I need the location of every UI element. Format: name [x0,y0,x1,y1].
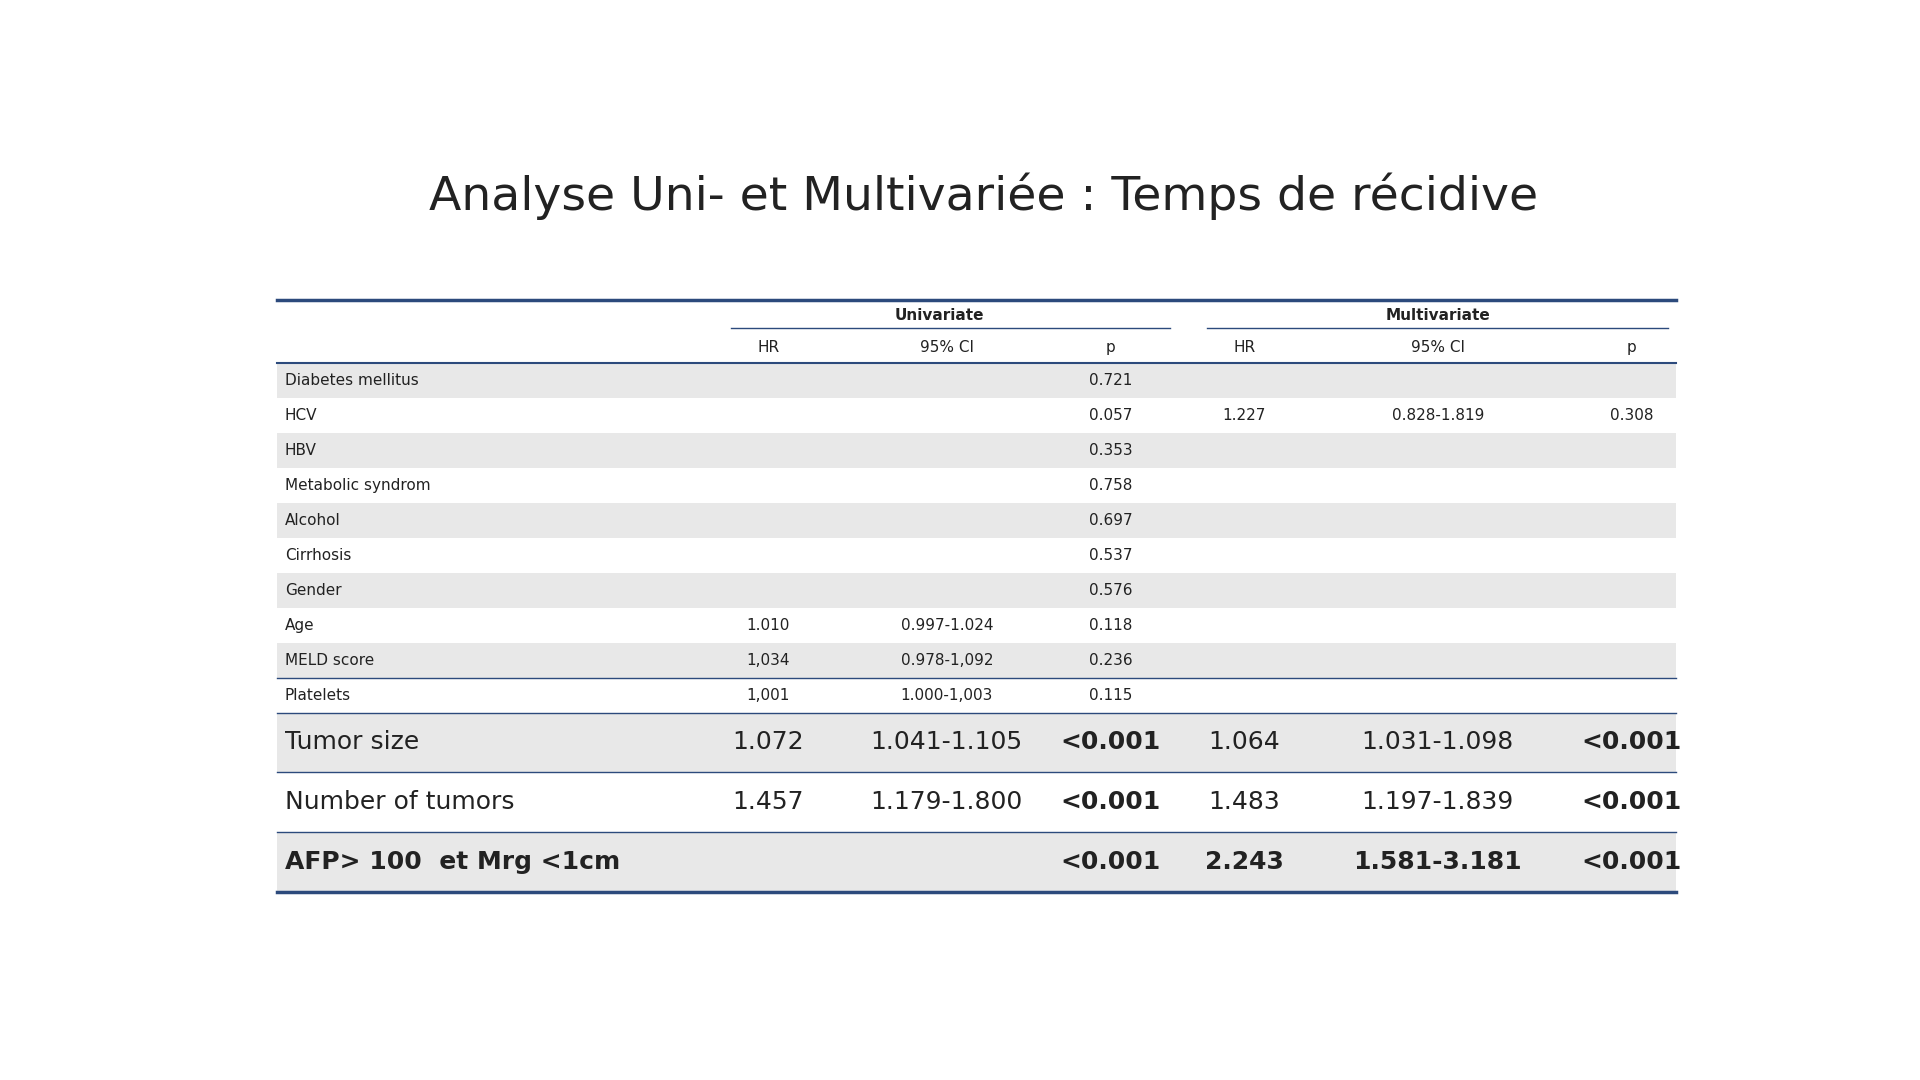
Text: HR: HR [1233,340,1256,355]
Bar [276,538,1676,572]
Text: Multivariate: Multivariate [1386,309,1490,323]
Text: 1.581-3.181: 1.581-3.181 [1354,850,1523,874]
Text: HCV: HCV [284,408,317,423]
Text: Alcohol: Alcohol [284,513,340,528]
Bar [276,608,1676,643]
Text: 1,034: 1,034 [747,652,789,667]
Text: 0.828-1.819: 0.828-1.819 [1392,408,1484,423]
Text: <0.001: <0.001 [1060,850,1160,874]
Text: Platelets: Platelets [284,688,351,703]
Text: 1.010: 1.010 [747,618,789,633]
Bar [276,572,1676,608]
Text: 0.353: 0.353 [1089,443,1133,458]
Text: 0.115: 0.115 [1089,688,1133,703]
Text: p: p [1106,340,1116,355]
Text: Tumor size: Tumor size [284,730,419,755]
Text: 0.236: 0.236 [1089,652,1133,667]
Bar [276,677,1676,713]
Text: Metabolic syndrom: Metabolic syndrom [284,478,430,494]
Text: 0.057: 0.057 [1089,408,1133,423]
Text: 1.483: 1.483 [1208,791,1281,814]
Text: Cirrhosis: Cirrhosis [284,548,351,563]
Text: Gender: Gender [284,583,342,598]
Text: 1,001: 1,001 [747,688,789,703]
Text: Number of tumors: Number of tumors [284,791,515,814]
Text: 0.758: 0.758 [1089,478,1133,494]
Text: 95% CI: 95% CI [1411,340,1465,355]
Text: <0.001: <0.001 [1060,791,1160,814]
Text: 0.576: 0.576 [1089,583,1133,598]
Text: AFP> 100  et Mrg <1cm: AFP> 100 et Mrg <1cm [284,850,620,874]
Text: 1.197-1.839: 1.197-1.839 [1361,791,1515,814]
Text: <0.001: <0.001 [1582,791,1682,814]
Bar [276,503,1676,538]
Bar [276,363,1676,399]
Text: p: p [1626,340,1636,355]
Text: <0.001: <0.001 [1060,730,1160,755]
Bar [276,643,1676,677]
Text: 2.243: 2.243 [1206,850,1284,874]
Text: 1.000-1,003: 1.000-1,003 [900,688,993,703]
Bar [276,433,1676,468]
Text: 0.697: 0.697 [1089,513,1133,528]
Text: 0.308: 0.308 [1609,408,1653,423]
Text: 1.179-1.800: 1.179-1.800 [870,791,1023,814]
Text: 95% CI: 95% CI [920,340,973,355]
Text: 0.997-1.024: 0.997-1.024 [900,618,993,633]
Bar [276,468,1676,503]
Text: <0.001: <0.001 [1582,850,1682,874]
Text: HBV: HBV [284,443,317,458]
Text: 1.031-1.098: 1.031-1.098 [1361,730,1515,755]
Text: 1.041-1.105: 1.041-1.105 [872,730,1023,755]
Text: Diabetes mellitus: Diabetes mellitus [284,374,419,388]
Text: 0.537: 0.537 [1089,548,1133,563]
Text: 1.457: 1.457 [733,791,804,814]
Text: 1.072: 1.072 [732,730,804,755]
Bar [276,833,1676,892]
Bar [276,713,1676,772]
Text: Univariate: Univariate [895,309,985,323]
Text: HR: HR [756,340,780,355]
Text: 0.118: 0.118 [1089,618,1133,633]
Bar [276,399,1676,433]
Text: 0.978-1,092: 0.978-1,092 [900,652,993,667]
Text: 1.227: 1.227 [1223,408,1265,423]
Text: Age: Age [284,618,315,633]
Text: 0.721: 0.721 [1089,374,1133,388]
Text: 1.064: 1.064 [1208,730,1281,755]
Text: MELD score: MELD score [284,652,374,667]
Text: <0.001: <0.001 [1582,730,1682,755]
Text: Analyse Uni- et Multivariée : Temps de récidive: Analyse Uni- et Multivariée : Temps de r… [430,173,1538,220]
Bar [276,772,1676,833]
